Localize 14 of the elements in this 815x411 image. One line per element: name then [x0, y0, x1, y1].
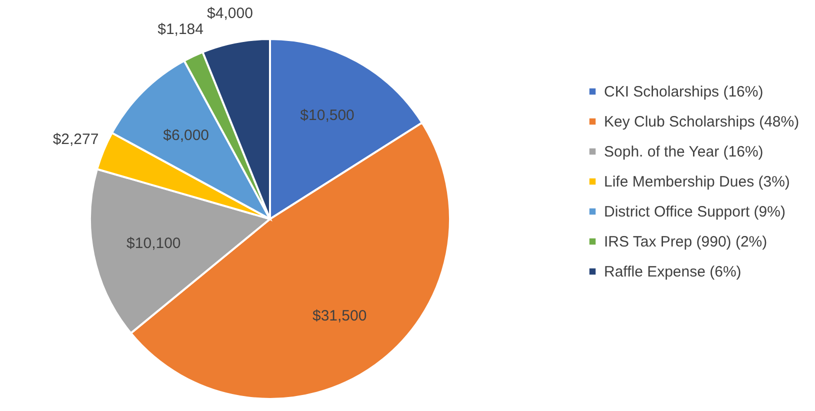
- legend-label: CKI Scholarships (16%): [604, 84, 764, 100]
- data-label: $10,100: [126, 234, 181, 252]
- data-label: $2,277: [52, 131, 99, 148]
- legend-label: Life Membership Dues (3%): [604, 174, 790, 190]
- data-label: $31,500: [312, 307, 367, 324]
- legend-label: IRS Tax Prep (990) (2%): [604, 234, 768, 250]
- legend-label: District Office Support (9%): [604, 204, 786, 220]
- legend-label: Raffle Expense (6%): [604, 264, 742, 280]
- data-label: $4,000: [207, 4, 253, 22]
- data-label: $1,184: [158, 21, 204, 38]
- data-label: $6,000: [163, 126, 210, 144]
- legend-label: Soph. of the Year (16%): [604, 144, 764, 160]
- legend-label: Key Club Scholarships (48%): [604, 114, 800, 130]
- data-label: $10,500: [300, 106, 354, 124]
